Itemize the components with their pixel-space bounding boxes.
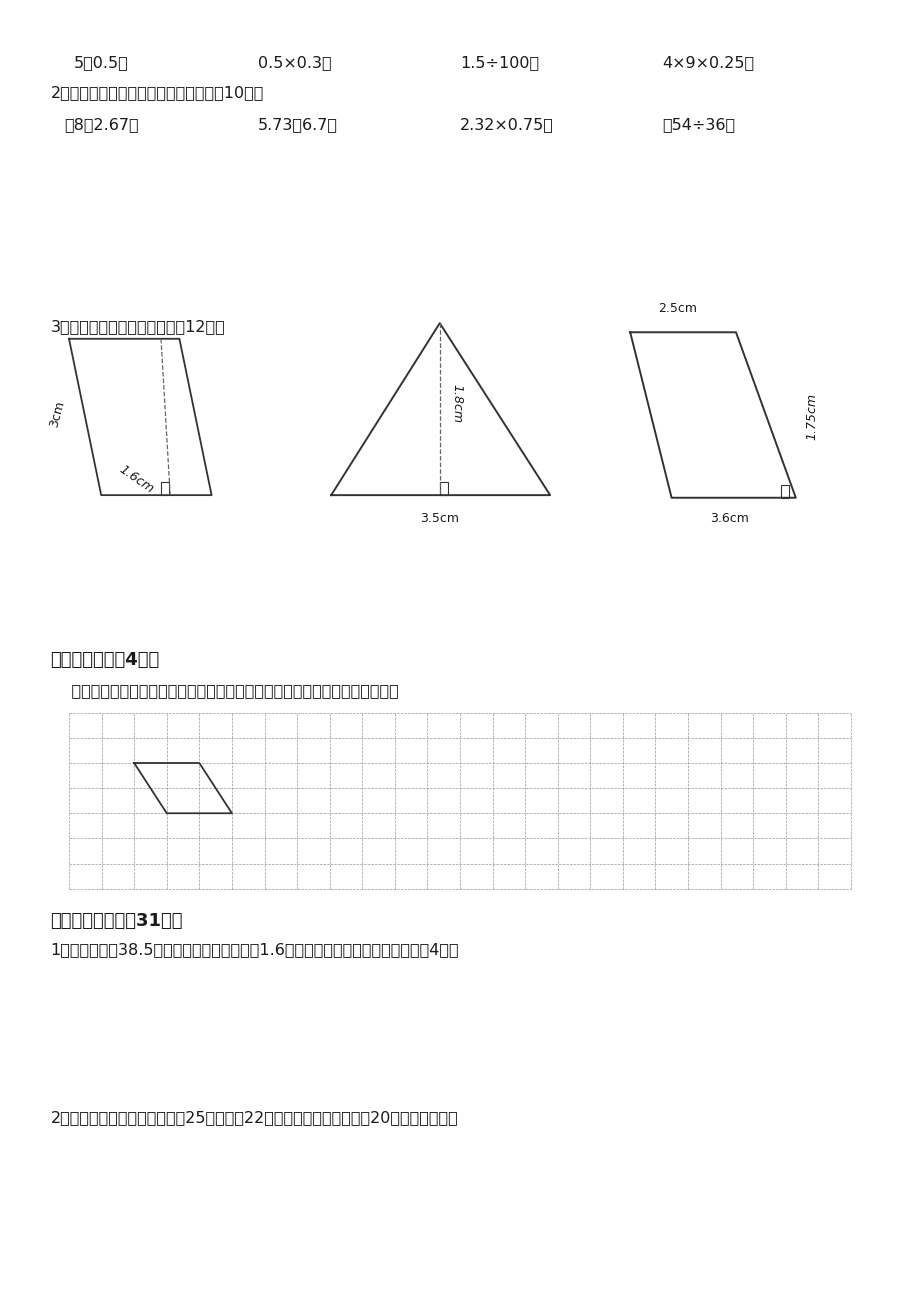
Text: 4×9×0.25＝: 4×9×0.25＝ — [662, 55, 754, 70]
Text: 2.32×0.75＝: 2.32×0.75＝ — [460, 117, 553, 133]
Text: 五、操作题。（4分）: 五、操作题。（4分） — [51, 652, 160, 670]
Text: 在下面的方格图中画出与已知平行四边形面积相等的一个三角形和一个梯形。: 在下面的方格图中画出与已知平行四边形面积相等的一个三角形和一个梯形。 — [51, 683, 398, 698]
Text: 0.5×0.3＝: 0.5×0.3＝ — [257, 55, 331, 70]
Text: ＊54÷36＝: ＊54÷36＝ — [662, 117, 734, 133]
Text: 1．甲袋大米重38.5千克，乙袋大米是甲袋的1.6倍，两袋大米一共重多少千克？（4分）: 1．甲袋大米重38.5千克，乙袋大米是甲袋的1.6倍，两袋大米一共重多少千克？（… — [51, 942, 459, 958]
Text: 六、解决问题。（31分）: 六、解决问题。（31分） — [51, 912, 183, 930]
Text: 3．计算下面每个图形的面积（12分）: 3．计算下面每个图形的面积（12分） — [51, 319, 225, 335]
Text: 3.6cm: 3.6cm — [709, 512, 748, 525]
Bar — [161, 482, 169, 495]
Text: 1.6cm: 1.6cm — [117, 463, 155, 496]
Text: 2．有一块三角形的花圃，底是25米，高是22米。平均每平方米产鲜花20枝，这块花圃一: 2．有一块三角形的花圃，底是25米，高是22米。平均每平方米产鲜花20枝，这块花… — [51, 1110, 458, 1126]
Bar — [439, 482, 448, 495]
Text: 3.5cm: 3.5cm — [420, 512, 459, 525]
Text: 1.5÷100＝: 1.5÷100＝ — [460, 55, 539, 70]
Text: 3cm: 3cm — [47, 400, 67, 429]
Text: 5－0.5＝: 5－0.5＝ — [74, 55, 129, 70]
Text: 2．用竖式计算。（带＊号的要验算）（10分）: 2．用竖式计算。（带＊号的要验算）（10分） — [51, 85, 264, 100]
Text: 1.8cm: 1.8cm — [450, 384, 463, 423]
Text: 2.5cm: 2.5cm — [658, 302, 697, 315]
Text: 1.75cm: 1.75cm — [804, 394, 817, 440]
Bar — [780, 485, 789, 498]
Text: 5.73＋6.7＝: 5.73＋6.7＝ — [257, 117, 337, 133]
Text: ＊8－2.67＝: ＊8－2.67＝ — [64, 117, 139, 133]
